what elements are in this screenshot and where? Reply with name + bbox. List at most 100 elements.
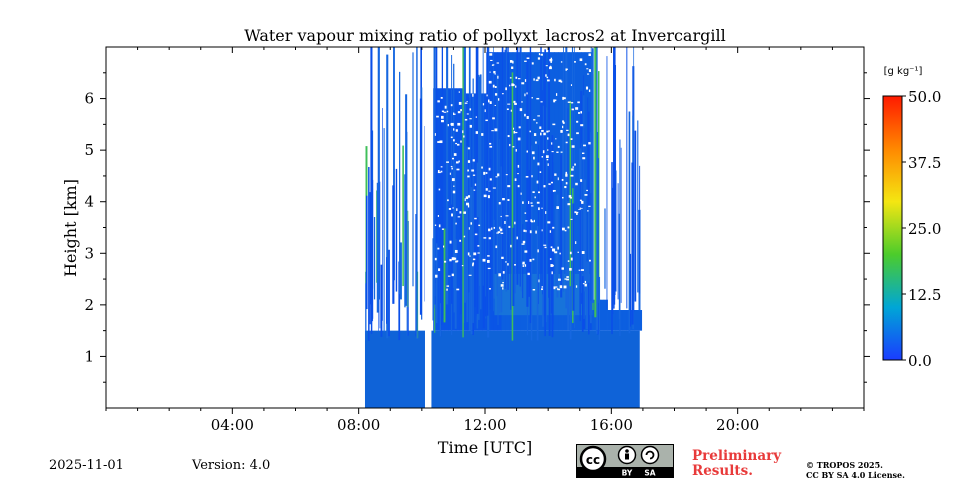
x-tick-label: 16:00 xyxy=(590,416,633,434)
heatmap-gap-speckle xyxy=(563,97,566,100)
heatmap-gap-speckle xyxy=(515,85,517,88)
heatmap-column xyxy=(501,52,506,331)
heatmap-gap-speckle xyxy=(447,124,449,127)
heatmap-gap-speckle xyxy=(464,102,468,104)
heatmap-gap-speckle xyxy=(447,275,451,277)
heatmap-gap-speckle xyxy=(495,176,498,178)
heatmap-gap-speckle xyxy=(459,239,462,242)
heatmap-gap-speckle xyxy=(551,151,554,153)
heatmap-gap-speckle xyxy=(580,179,583,182)
heatmap-gap-speckle xyxy=(541,288,543,291)
heatmap-gap-speckle xyxy=(541,229,543,232)
heatmap-gap-speckle xyxy=(483,194,487,198)
heatmap-gap-speckle xyxy=(554,286,558,288)
heatmap-gap-speckle xyxy=(446,110,449,113)
heatmap-gap-speckle xyxy=(444,105,447,109)
heatmap-gap-speckle xyxy=(505,215,509,217)
heatmap-gap-speckle xyxy=(481,133,484,136)
heatmap-column xyxy=(554,52,559,331)
heatmap-streak xyxy=(504,49,506,289)
heatmap-gap-speckle xyxy=(574,61,576,63)
heatmap-gap-speckle xyxy=(532,191,535,194)
heatmap-streak xyxy=(493,219,495,299)
heatmap-gap-speckle xyxy=(557,145,560,148)
heatmap-gap-speckle xyxy=(533,78,535,81)
heatmap-gap-speckle xyxy=(497,75,499,79)
heatmap-gap-speckle xyxy=(516,236,519,240)
heatmap-gap-speckle xyxy=(564,185,567,189)
heatmap-streak xyxy=(451,204,453,304)
heatmap-gap-speckle xyxy=(582,157,586,160)
heatmap-column xyxy=(535,52,540,331)
heatmap-gap-speckle xyxy=(578,269,581,271)
heatmap-gap-speckle xyxy=(546,130,549,133)
heatmap-gap-speckle xyxy=(455,222,457,225)
heatmap-gap-speckle xyxy=(501,93,504,95)
heatmap-gap-speckle xyxy=(512,60,514,64)
colorbar xyxy=(882,95,903,361)
heatmap-gap-speckle xyxy=(586,68,589,70)
heatmap-gap-speckle xyxy=(550,246,553,249)
heatmap-gap-speckle xyxy=(540,101,543,103)
heatmap-gap-speckle xyxy=(458,101,462,105)
heatmap-streak xyxy=(474,184,476,308)
cc-by-sa-license-badge[interactable]: cc BY SA xyxy=(576,444,674,478)
heatmap-gap-speckle xyxy=(550,181,554,184)
heatmap-streak xyxy=(507,47,509,290)
heatmap-gap-speckle xyxy=(467,195,471,198)
heatmap-gap-speckle xyxy=(505,174,508,176)
heatmap-gap-speckle xyxy=(489,178,492,181)
heatmap-gap-speckle xyxy=(512,146,515,148)
preliminary-results-note: Preliminary Results. xyxy=(692,449,781,479)
heatmap-gap-speckle xyxy=(473,252,477,256)
heatmap-gap-speckle xyxy=(477,245,480,247)
heatmap-gap-speckle xyxy=(530,205,534,207)
heatmap-gap-speckle xyxy=(522,265,525,267)
heatmap-streak xyxy=(377,47,380,300)
heatmap-gap-speckle xyxy=(584,194,588,196)
heatmap-gap-speckle xyxy=(492,117,495,120)
heatmap-streak xyxy=(567,108,569,289)
heatmap-streak xyxy=(501,47,504,280)
heatmap-gap-speckle xyxy=(535,230,537,234)
heatmap-streak xyxy=(373,217,376,300)
heatmap-streak xyxy=(572,203,575,311)
heatmap-gap-speckle xyxy=(488,228,491,232)
heatmap-gap-speckle xyxy=(554,78,556,82)
heatmap-gap-speckle xyxy=(508,225,511,228)
heatmap-gap-speckle xyxy=(489,71,491,73)
x-axis-label: Time [UTC] xyxy=(438,438,532,457)
heatmap-gap-speckle xyxy=(548,130,550,132)
heatmap-gap-speckle xyxy=(482,103,485,106)
by-attribution-icon-head xyxy=(625,449,629,453)
heatmap-gap-speckle xyxy=(486,94,488,97)
heatmap-gap-speckle xyxy=(466,202,470,206)
heatmap-gap-speckle xyxy=(588,142,591,145)
heatmap-gap-speckle xyxy=(456,288,460,291)
heatmap-streak xyxy=(634,130,637,302)
heatmap-gap-speckle xyxy=(469,118,472,120)
heatmap-streak xyxy=(536,226,539,341)
heatmap-gap-speckle xyxy=(498,202,501,205)
heatmap-gap-speckle xyxy=(455,142,458,145)
heatmap-gap-speckle xyxy=(498,273,501,277)
heatmap-gap-speckle xyxy=(513,84,515,86)
heatmap-gap-speckle xyxy=(564,229,567,232)
heatmap-gap-speckle xyxy=(528,201,530,204)
heatmap-gap-speckle xyxy=(576,212,578,215)
heatmap-gap-speckle xyxy=(547,163,549,166)
heatmap-streak xyxy=(453,163,456,313)
heatmap-column xyxy=(599,299,605,331)
heatmap-gap-speckle xyxy=(497,231,501,233)
heatmap-gap-speckle xyxy=(522,201,524,204)
heatmap-gap-speckle xyxy=(553,99,556,103)
heatmap-gap-speckle xyxy=(560,151,563,153)
heatmap-streak xyxy=(514,102,516,294)
heatmap-gap-speckle xyxy=(570,84,573,86)
heatmap-gap-speckle xyxy=(575,107,579,110)
heatmap-gap-speckle xyxy=(538,53,541,56)
heatmap-gap-speckle xyxy=(489,145,493,148)
heatmap-gap-speckle xyxy=(579,58,583,62)
heatmap-gap-speckle xyxy=(559,252,561,255)
